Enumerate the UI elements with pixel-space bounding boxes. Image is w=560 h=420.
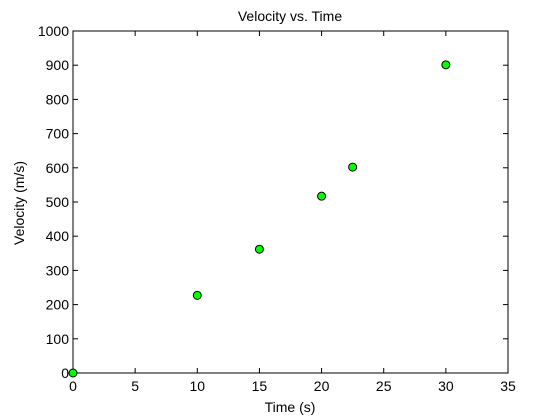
axis-ticks: 0 5 10 15 20 25 30 35 0 100 200 300 400 500 600 700 800 9… bbox=[38, 23, 516, 394]
x-tick-label: 20 bbox=[314, 378, 330, 394]
axes-box bbox=[72, 30, 509, 374]
x-tick-label: 35 bbox=[500, 378, 516, 394]
y-axis-title: Velocity (m/s) bbox=[11, 161, 27, 245]
data-points bbox=[68, 60, 451, 378]
y-tick-label: 800 bbox=[46, 91, 70, 107]
y-tick-label: 400 bbox=[46, 228, 70, 244]
data-point bbox=[254, 244, 264, 254]
x-tick-label: 30 bbox=[438, 378, 454, 394]
data-point bbox=[348, 162, 358, 172]
data-point bbox=[68, 368, 78, 378]
plot-area bbox=[72, 30, 509, 374]
chart-title: Velocity vs. Time bbox=[238, 8, 342, 24]
y-tick-label: 600 bbox=[46, 160, 70, 176]
y-tick-label: 700 bbox=[46, 126, 70, 142]
y-tick-label: 0 bbox=[61, 365, 69, 381]
data-point bbox=[317, 191, 327, 201]
x-axis-title: Time (s) bbox=[265, 399, 316, 415]
y-tick-label: 500 bbox=[46, 194, 70, 210]
x-tick-label: 0 bbox=[69, 378, 77, 394]
x-tick-label: 5 bbox=[131, 378, 139, 394]
y-tick-label: 300 bbox=[46, 262, 70, 278]
y-tick-label: 1000 bbox=[38, 23, 69, 39]
y-tick-label: 200 bbox=[46, 297, 70, 313]
y-tick-label: 900 bbox=[46, 57, 70, 73]
x-tick-label: 10 bbox=[189, 378, 205, 394]
x-tick-label: 15 bbox=[252, 378, 268, 394]
data-point bbox=[192, 290, 202, 300]
x-tick-label: 25 bbox=[376, 378, 392, 394]
y-tick-label: 100 bbox=[46, 331, 70, 347]
data-point bbox=[441, 60, 451, 70]
